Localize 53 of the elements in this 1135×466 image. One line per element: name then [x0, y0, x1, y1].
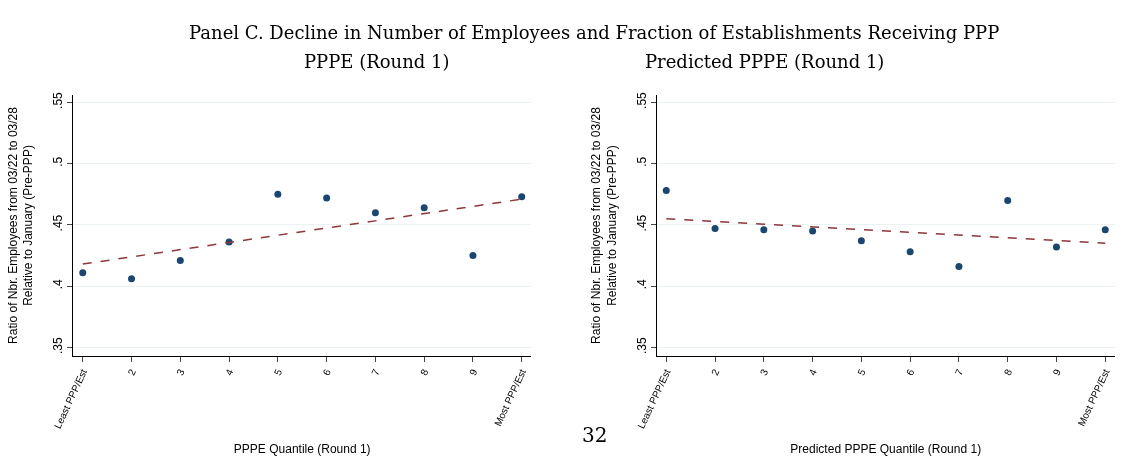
x-tick-label: 7: [952, 366, 966, 377]
x-tick-label: 9: [466, 366, 480, 377]
point: [176, 256, 184, 264]
x-tick-label: 9: [1050, 366, 1063, 377]
x-tick-label: 3: [174, 366, 187, 377]
x-tick-label: 8: [1001, 366, 1015, 377]
x-tick-label: 2: [125, 366, 139, 377]
point: [1004, 196, 1012, 204]
x-tick-label: 2: [709, 366, 722, 377]
y-tick-label: .4: [51, 279, 66, 290]
x-tick-label: 5: [271, 366, 285, 377]
x-tick-label: 8: [418, 366, 431, 377]
point: [323, 194, 331, 202]
x-tick-label: 3: [757, 366, 771, 377]
chart-title: Predicted PPPE (Round 1): [645, 51, 885, 72]
y-axis-title: Ratio of Nbr. Employees from 03/22 to 03/28 Relative to January (Pre-PPP): [589, 106, 620, 344]
x-tick-label: 6: [904, 366, 917, 377]
point: [857, 237, 865, 245]
point: [662, 187, 670, 195]
point: [518, 193, 526, 201]
point: [128, 275, 136, 283]
point: [1101, 226, 1109, 234]
point: [955, 263, 963, 271]
x-tick-label: 4: [223, 366, 236, 377]
point: [906, 248, 914, 256]
text: 32: [582, 423, 608, 447]
point: [760, 226, 768, 234]
x-tick-label: 6: [320, 366, 334, 377]
x-tick-label: 4: [806, 366, 820, 377]
x-tick-label: 5: [855, 366, 868, 377]
y-tick-label: .45: [634, 214, 649, 232]
x-tick-label: 7: [369, 366, 382, 377]
x-axis-title: PPPE Quantile (Round 1): [233, 442, 371, 457]
x-axis-title: Predicted PPPE Quantile (Round 1): [790, 442, 982, 457]
y-tick-label: .4: [634, 279, 649, 290]
y-tick-label: .5: [51, 156, 66, 167]
text: Panel C. Decline in Number of Employees and Fraction of Establishments Receiving PPP: [189, 22, 1000, 43]
chart-title: PPPE (Round 1): [304, 51, 450, 72]
y-tick-label: .5: [634, 156, 649, 167]
y-tick-label: .35: [51, 336, 66, 354]
point: [420, 204, 428, 212]
y-tick-label: .45: [51, 214, 66, 232]
point: [711, 225, 719, 233]
point: [371, 209, 379, 217]
y-tick-label: .55: [634, 91, 649, 109]
y-axis-title: Ratio of Nbr. Employees from 03/22 to 03/28 Relative to January (Pre-PPP): [5, 106, 36, 344]
point: [1052, 243, 1060, 251]
y-tick-label: .55: [51, 91, 66, 109]
point: [79, 269, 87, 277]
point: [809, 227, 817, 235]
point: [274, 190, 282, 198]
point: [469, 252, 477, 260]
y-tick-label: .35: [634, 336, 649, 354]
